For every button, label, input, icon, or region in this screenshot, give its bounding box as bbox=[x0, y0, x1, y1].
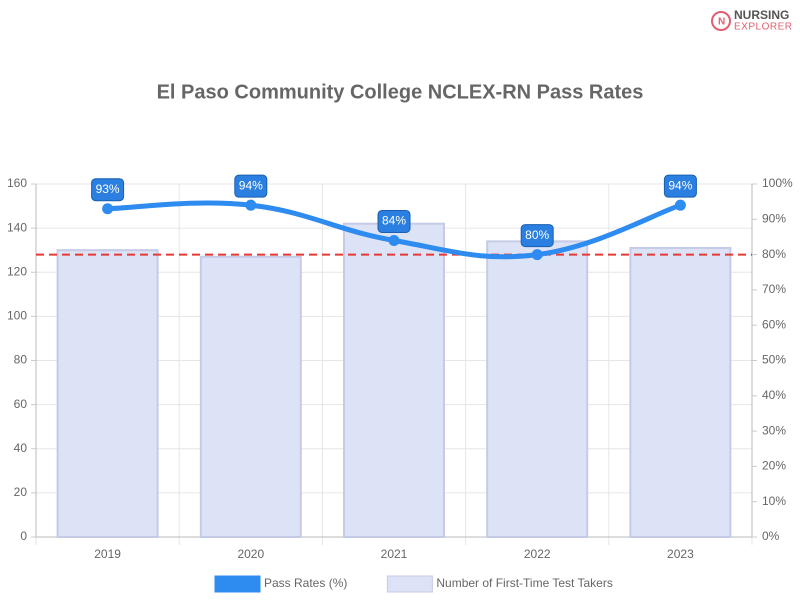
legend-label: Pass Rates (%) bbox=[264, 576, 347, 590]
logo-text: EXPLORER bbox=[734, 22, 792, 33]
y2-tick-label: 100% bbox=[762, 176, 793, 190]
x-tick-label: 2021 bbox=[381, 547, 408, 561]
y2-tick-label: 50% bbox=[762, 353, 786, 367]
value-label-box bbox=[663, 174, 697, 198]
value-label-box bbox=[234, 174, 268, 198]
y-tick-label: 60 bbox=[14, 397, 28, 411]
point bbox=[388, 234, 400, 246]
y2-tick-label: 10% bbox=[762, 494, 786, 508]
y-tick-label: 80 bbox=[14, 353, 28, 367]
value-label-box bbox=[377, 209, 411, 233]
bar bbox=[343, 222, 445, 538]
y-tick-label: 40 bbox=[14, 441, 28, 455]
y-tick-label: 140 bbox=[7, 220, 27, 234]
x-tick-label: 2019 bbox=[94, 547, 121, 561]
logo: N NURSING EXPLORER bbox=[711, 8, 792, 33]
legend-swatch bbox=[386, 575, 433, 593]
x-tick-label: 2022 bbox=[524, 547, 551, 561]
y2-tick-label: 80% bbox=[762, 247, 786, 261]
value-label: 94% bbox=[239, 178, 263, 192]
y-tick-label: 20 bbox=[14, 485, 28, 499]
bar bbox=[199, 255, 302, 538]
y-tick-label: 100 bbox=[7, 309, 27, 323]
y-tick-label: 0 bbox=[20, 529, 27, 543]
y2-tick-label: 90% bbox=[762, 211, 786, 225]
y2-tick-label: 60% bbox=[762, 317, 786, 331]
value-label-box bbox=[520, 224, 554, 248]
value-label: 84% bbox=[382, 214, 406, 228]
value-label: 93% bbox=[96, 182, 120, 196]
logo-text: NURSING bbox=[734, 8, 789, 22]
legend-label: Number of First-Time Test Takers bbox=[436, 576, 612, 590]
bar bbox=[486, 240, 589, 539]
y2-tick-label: 0% bbox=[762, 529, 780, 543]
logo-icon-letter: N bbox=[718, 17, 725, 28]
y2-tick-label: 20% bbox=[762, 459, 786, 473]
bar bbox=[56, 249, 159, 538]
value-label: 80% bbox=[525, 228, 549, 242]
y-tick-label: 120 bbox=[7, 264, 27, 278]
x-tick-label: 2020 bbox=[237, 547, 264, 561]
point bbox=[102, 203, 114, 215]
point bbox=[245, 199, 257, 211]
value-label-box bbox=[91, 178, 125, 202]
point bbox=[674, 199, 686, 211]
legend-swatch bbox=[214, 575, 261, 593]
y2-tick-label: 30% bbox=[762, 423, 786, 437]
x-tick-label: 2023 bbox=[667, 547, 694, 561]
logo-icon bbox=[711, 11, 731, 31]
bar bbox=[629, 246, 732, 538]
chart-title: El Paso Community College NCLEX-RN Pass … bbox=[157, 81, 644, 103]
point bbox=[531, 249, 543, 261]
y2-tick-label: 70% bbox=[762, 282, 786, 296]
value-label: 94% bbox=[668, 178, 692, 192]
y2-tick-label: 40% bbox=[762, 388, 786, 402]
y-tick-label: 160 bbox=[7, 176, 27, 190]
